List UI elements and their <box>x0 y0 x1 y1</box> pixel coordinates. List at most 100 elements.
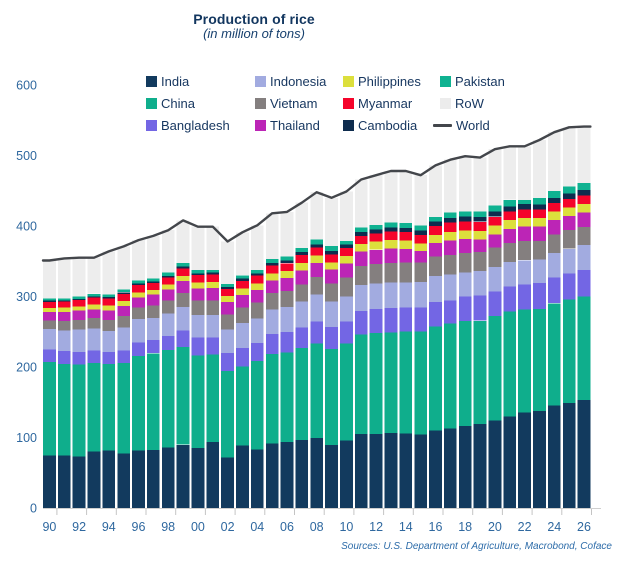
segment-philippines <box>191 282 205 289</box>
segment-row <box>369 175 383 226</box>
segment-pakistan <box>518 200 531 205</box>
legend-label: Bangladesh <box>161 118 230 133</box>
segment-thailand <box>117 306 131 317</box>
segment-thailand <box>488 234 502 248</box>
segment-bangladesh <box>399 307 413 332</box>
segment-vietnam <box>236 307 249 324</box>
segment-indonesia <box>325 301 338 328</box>
x-axis <box>43 508 601 515</box>
segment-row <box>132 240 145 281</box>
segment-row <box>325 197 338 247</box>
segment-myanmar <box>87 297 101 305</box>
bar-2015 <box>414 175 428 508</box>
segment-myanmar <box>161 277 175 285</box>
segment-vietnam <box>43 320 56 330</box>
indonesia-swatch <box>255 76 266 87</box>
legend-item-vietnam: Vietnam <box>255 96 317 111</box>
segment-bangladesh <box>414 307 428 332</box>
segment-pakistan <box>399 223 413 228</box>
segment-bangladesh <box>503 286 517 312</box>
segment-indonesia <box>102 330 116 353</box>
segment-china <box>102 364 116 451</box>
segment-philippines <box>443 231 457 241</box>
segment-pakistan <box>191 269 205 274</box>
segment-cambodia <box>473 216 487 222</box>
bar-2000 <box>191 226 205 508</box>
segment-myanmar <box>57 301 71 308</box>
segment-thailand <box>340 263 353 278</box>
segment-china <box>265 354 279 444</box>
segment-indonesia <box>414 281 428 308</box>
segment-china <box>340 343 353 441</box>
segment-bangladesh <box>354 310 368 335</box>
segment-cambodia <box>562 193 576 199</box>
chart-subtitle: (in million of tons) <box>203 26 305 41</box>
legend-item-world: World <box>433 118 490 133</box>
bar-1998 <box>161 230 175 508</box>
segment-indonesia <box>295 301 309 328</box>
x-axis-labels: 90 92 94 96 98 00 02 04 06 08 10 12 14 16 18 20 22 24 26 <box>42 520 591 534</box>
x-tick-label: 92 <box>72 520 86 534</box>
segment-thailand <box>221 302 234 315</box>
segment-myanmar <box>250 275 264 284</box>
segment-row <box>518 146 531 201</box>
bar-2002 <box>221 241 234 508</box>
segment-myanmar <box>533 209 546 218</box>
segment-china <box>488 315 502 421</box>
segment-row <box>87 257 101 294</box>
segment-thailand <box>236 295 249 308</box>
legend-item-philippines: Philippines <box>343 74 421 89</box>
segment-cambodia <box>503 206 517 212</box>
legend-label: RoW <box>455 96 484 111</box>
segment-thailand <box>132 297 145 308</box>
segment-bangladesh <box>176 330 190 347</box>
bar-1992 <box>72 257 86 508</box>
bar-2009 <box>325 197 338 508</box>
segment-indonesia <box>117 327 131 351</box>
segment-myanmar <box>325 254 338 263</box>
legend-item-india: India <box>146 74 189 89</box>
bar-2004 <box>250 225 264 508</box>
segment-row <box>429 165 442 217</box>
segment-myanmar <box>191 275 205 283</box>
segment-thailand <box>191 288 205 301</box>
segment-china <box>369 333 383 434</box>
x-tick-label: 10 <box>339 520 353 534</box>
bar-2005 <box>265 213 279 508</box>
segment-cambodia <box>488 211 502 217</box>
segment-vietnam <box>429 256 442 277</box>
segment-india <box>325 445 338 508</box>
segment-philippines <box>399 240 413 250</box>
segment-cambodia <box>577 190 591 196</box>
segment-india <box>57 455 71 508</box>
segment-india <box>221 457 234 508</box>
segment-philippines <box>533 218 546 227</box>
segment-bangladesh <box>102 352 116 364</box>
segment-philippines <box>161 284 175 290</box>
segment-india <box>340 440 353 508</box>
segment-cambodia <box>57 300 71 302</box>
segment-philippines <box>206 282 220 288</box>
y-tick-label: 600 <box>16 79 37 93</box>
x-tick-label: 90 <box>42 520 56 534</box>
bar-2013 <box>384 171 398 508</box>
segment-india <box>384 432 398 508</box>
segment-thailand <box>518 226 531 242</box>
segment-philippines <box>265 273 279 281</box>
bar-1994 <box>102 251 116 508</box>
segment-myanmar <box>458 221 472 231</box>
segment-pakistan <box>340 241 353 245</box>
segment-thailand <box>503 228 517 243</box>
segment-india <box>562 403 576 508</box>
segment-pakistan <box>161 272 175 276</box>
segment-india <box>533 410 546 508</box>
segment-china <box>518 309 531 413</box>
y-tick-label: 500 <box>16 149 37 163</box>
segment-row <box>473 157 487 212</box>
bar-1995 <box>117 246 131 508</box>
segment-indonesia <box>473 271 487 296</box>
segment-india <box>280 442 294 508</box>
segment-china <box>384 332 398 433</box>
segment-pakistan <box>280 256 294 261</box>
